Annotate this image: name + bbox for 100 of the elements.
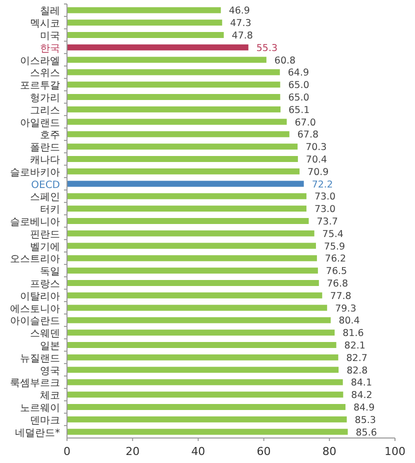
data-label: 55.3 [256,42,278,54]
bar [67,106,281,112]
y-tick-label: 포르투갈 [20,80,60,92]
data-label: 77.8 [330,290,352,302]
y-tick-label: 덴마크 [30,415,60,426]
bar [67,156,298,162]
bar [67,218,309,224]
bar [67,292,322,298]
x-tick-label: 80 [322,445,336,458]
y-tick-label: 독일 [40,266,60,278]
data-label: 85.3 [354,414,376,426]
data-label: 79.3 [335,303,356,314]
data-label: 47.8 [232,30,253,42]
bar [67,280,319,286]
y-tick-label: 캐나다 [30,155,60,166]
data-label: 85.6 [356,427,377,438]
y-tick-label: 아일랜드 [20,118,60,129]
data-label: 84.9 [353,402,375,414]
data-label: 70.3 [306,142,327,154]
bar [67,354,338,360]
y-tick-label: 칠레 [40,6,60,18]
y-tick-label: 이탈리아 [20,291,60,302]
bar [67,82,280,88]
y-tick-label: 호주 [40,130,60,142]
data-label: 80.4 [338,316,360,327]
bar [67,230,314,236]
data-label: 73.0 [314,192,336,203]
bar [67,118,287,125]
bar [67,7,221,14]
y-tick-label: 폴란드 [30,142,60,154]
bar [67,56,266,63]
y-tick-label: 스웨덴 [30,328,60,340]
bar [67,168,300,174]
y-tick-label: 터키 [40,204,60,216]
x-tick-label: 0 [64,445,70,458]
y-tick-label: 스위스 [30,68,60,80]
data-label: 82.7 [346,352,368,364]
data-label: 64.9 [288,68,310,79]
bar [67,379,343,386]
data-label: 84.2 [351,390,372,402]
x-tick-label: 20 [126,445,140,458]
data-label: 81.6 [342,328,364,340]
data-label: 65.0 [288,92,310,104]
bar [67,69,280,76]
data-label: 75.4 [322,228,344,240]
bar [67,366,339,373]
bar [67,131,290,138]
data-label: 60.8 [274,55,296,66]
data-label: 67.0 [294,117,316,128]
data-label: 75.9 [324,241,346,252]
bar [67,268,318,274]
data-label: 65.1 [288,104,310,116]
bar [67,428,348,435]
data-label: 82.1 [344,340,366,352]
data-label: 70.9 [308,166,329,178]
data-label: 47.3 [230,18,252,30]
bar [67,32,224,38]
y-tick-label: 그리스 [30,105,60,116]
bar [67,317,331,324]
y-tick-label: 네덜란드* [15,428,60,439]
y-tick-label: 에스토니아 [10,304,60,315]
bar [67,20,222,26]
y-tick-label: 프랑스 [30,279,60,290]
bar [67,206,306,212]
bar [67,180,304,187]
y-tick-label: 슬로베니아 [10,217,60,228]
bar [67,144,298,150]
y-tick-label: 멕시코 [30,18,60,30]
y-tick-label: 일본 [40,341,60,352]
data-label: 73.7 [316,216,338,228]
y-tick-label: 핀란드 [30,229,60,240]
y-tick-label: 미국 [40,31,60,42]
bar [67,94,280,100]
y-tick-label: 벨기에 [30,242,60,253]
data-label: 65.0 [288,80,310,92]
bar [67,242,316,249]
bar [67,193,306,200]
data-label: 76.5 [326,266,348,278]
y-tick-label: 슬로바키아 [10,167,60,178]
bar [67,404,346,410]
data-label: 76.8 [326,278,348,290]
data-label: 67.8 [297,130,319,141]
y-tick-label: 영국 [40,366,60,377]
y-tick-label: 이스라엘 [20,56,60,67]
y-tick-label: 노르웨이 [20,403,60,414]
bar [67,342,336,348]
y-tick-label: 오스트리아 [10,254,60,266]
x-tick-label: 60 [256,445,271,458]
y-tick-label: 스페인 [30,192,60,204]
y-tick-label: 룩셈부르크 [10,378,60,390]
data-label: 73.0 [314,204,336,216]
data-label: 46.9 [228,6,250,17]
y-tick-label: 한국 [40,43,60,54]
bar [67,330,335,336]
data-label: 84.1 [350,378,372,389]
data-label: 70.4 [306,154,328,166]
bar [67,304,328,311]
y-tick-label: OECD [31,180,60,191]
bar [67,416,347,422]
y-tick-label: 뉴질랜드 [20,353,60,364]
